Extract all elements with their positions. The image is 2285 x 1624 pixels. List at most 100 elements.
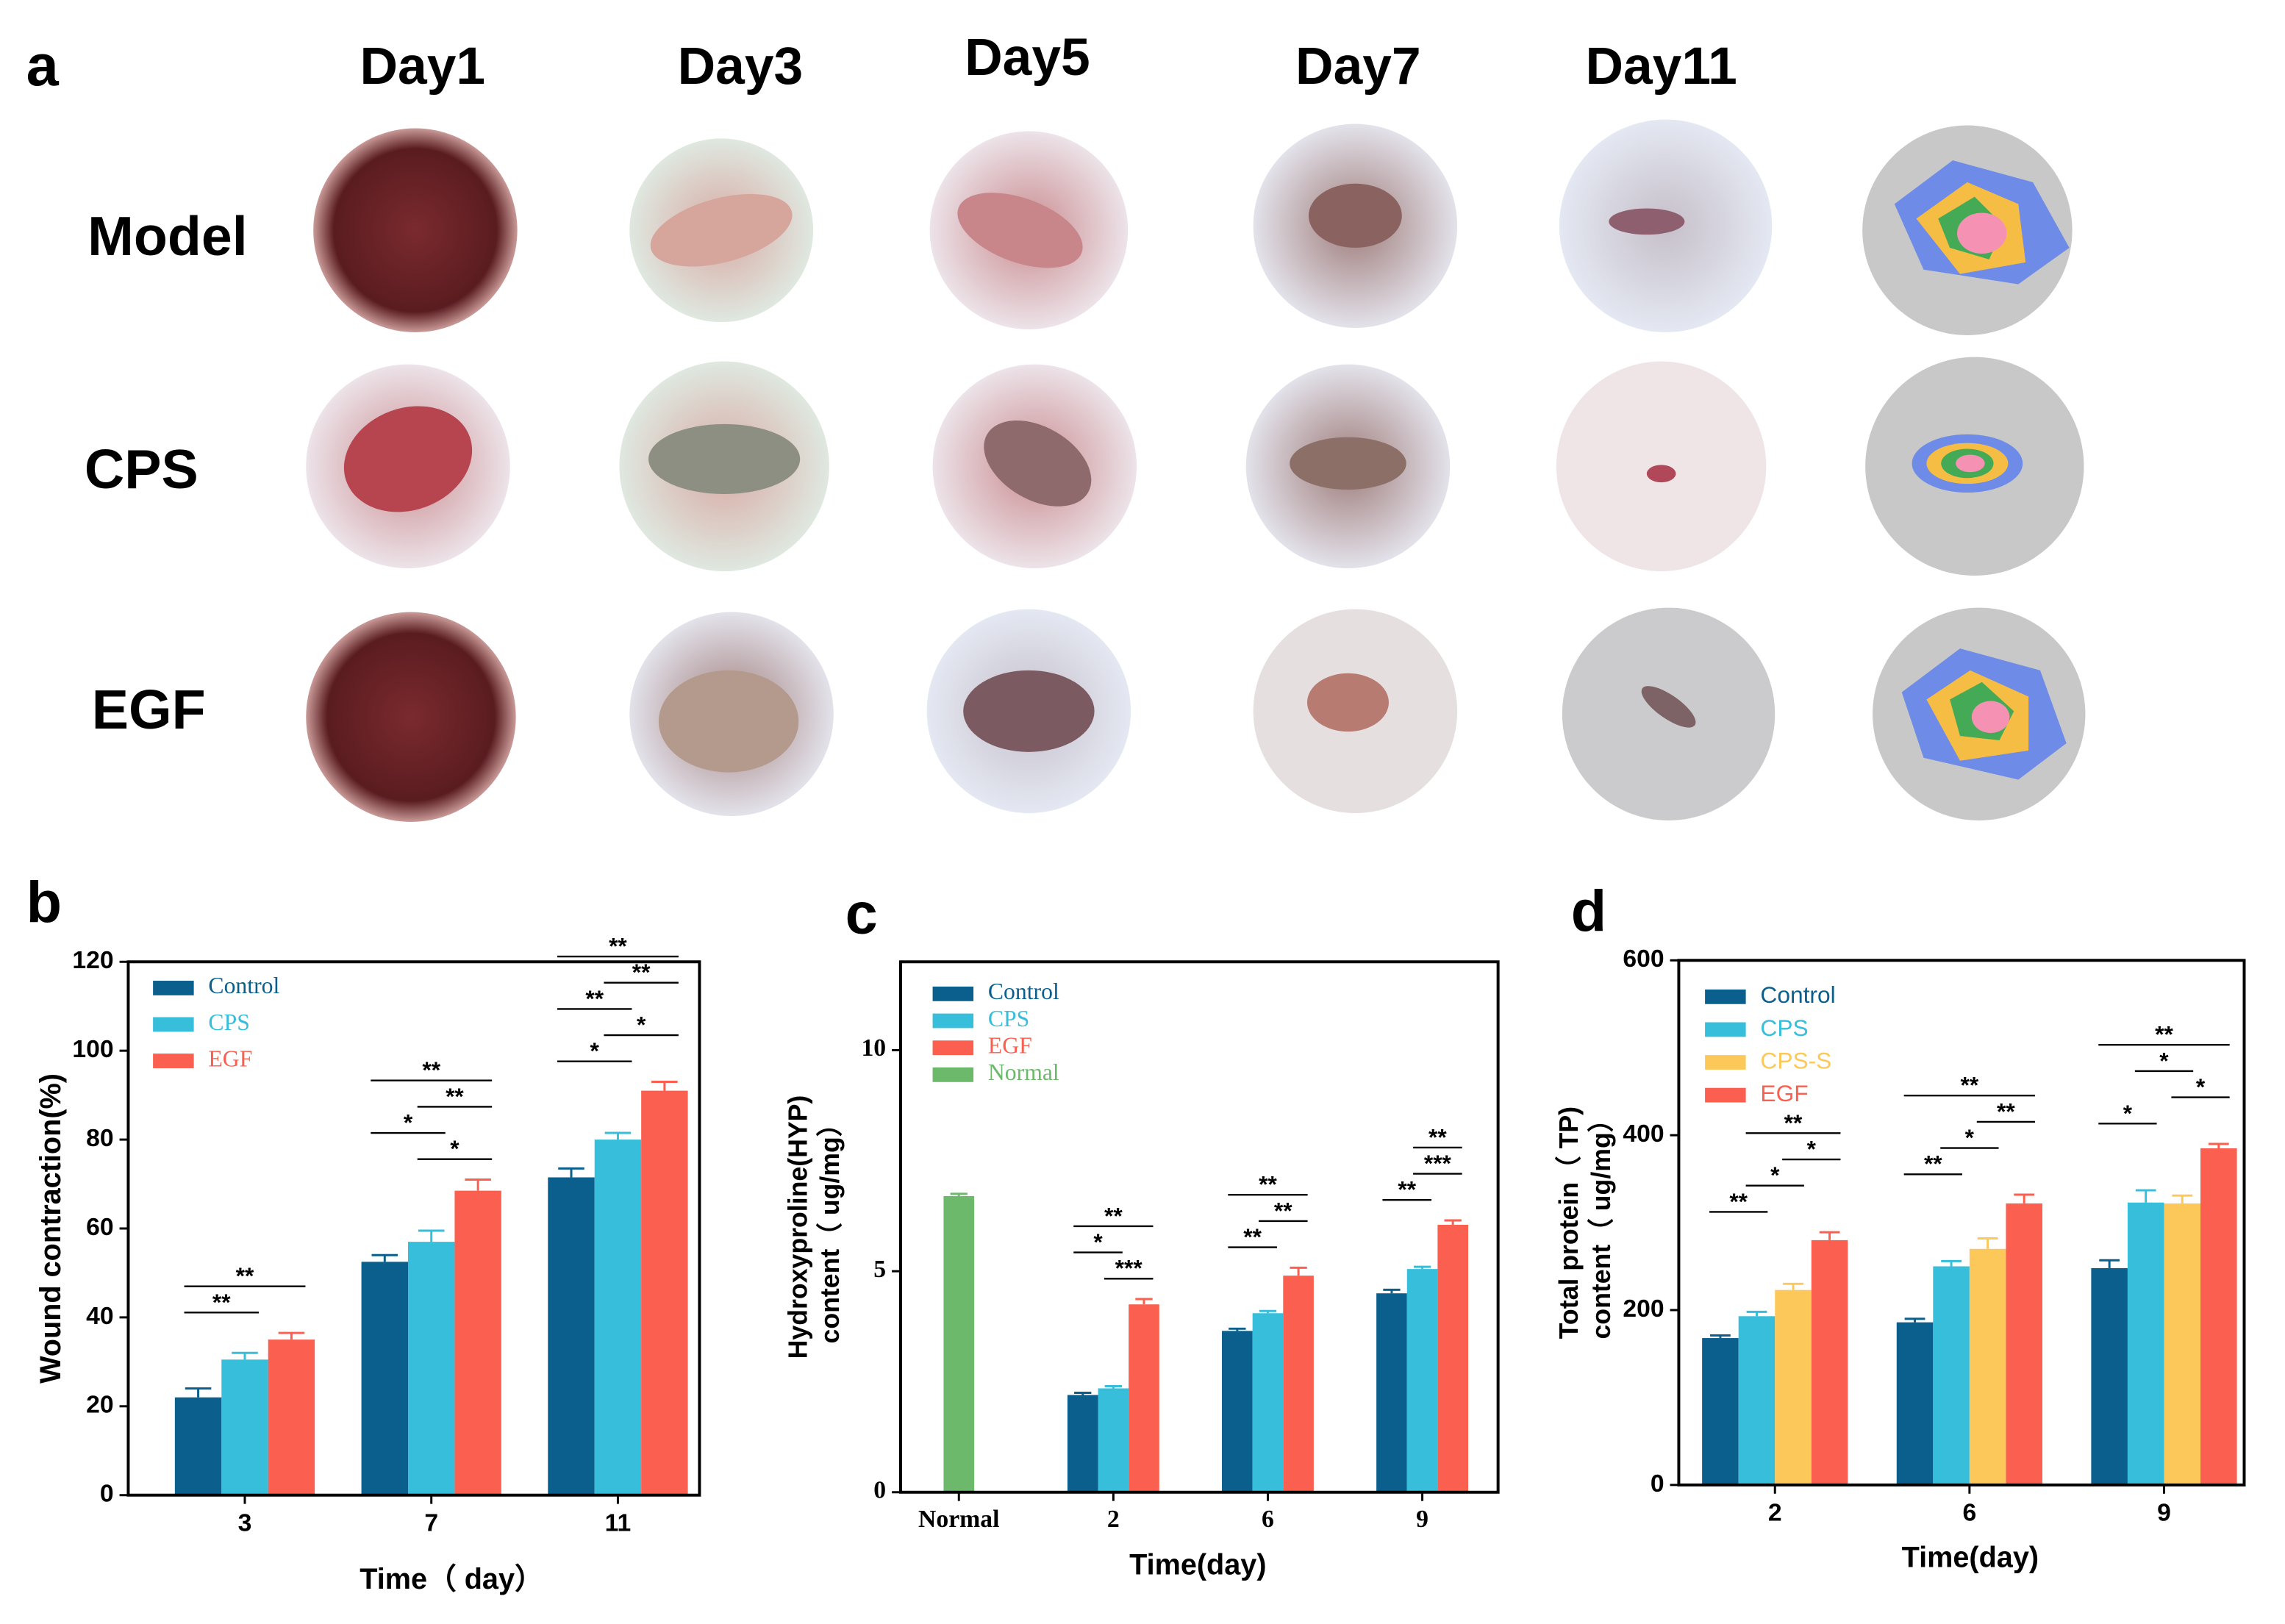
x-tick-label: 9 (2157, 1499, 2171, 1526)
bar (1933, 1266, 1970, 1485)
bar (221, 1359, 268, 1495)
column-header: Day1 (360, 37, 486, 96)
plot-frame (126, 960, 701, 1497)
significance-label: * (590, 1037, 600, 1064)
significance-label: * (450, 1135, 459, 1162)
bar (1896, 1322, 1934, 1485)
significance-label: ** (585, 985, 604, 1012)
significance-label: ** (1729, 1188, 1748, 1215)
error-bar (1074, 1391, 1092, 1395)
wound (1646, 465, 1676, 483)
wound (650, 193, 793, 267)
heatmap-zone (1956, 454, 1985, 473)
column-header: Day7 (1295, 37, 1421, 96)
significance-label: ** (1924, 1151, 1942, 1177)
error-bar (558, 1167, 584, 1178)
significance-label: *** (1115, 1255, 1143, 1281)
significance-label: ** (1259, 1171, 1277, 1198)
bar (454, 1190, 501, 1495)
y-tick-label: 200 (1623, 1295, 1664, 1323)
panel-a: a Day1 Day3 Day5 Day7 Day11 Model CPS EG… (26, 28, 2086, 822)
significance-label: * (2159, 1047, 2169, 1073)
y-axis-label: Hydroxyproline(HYP) (784, 1095, 813, 1359)
error-bar (232, 1351, 258, 1360)
error-bar (1746, 1310, 1767, 1317)
significance-label: * (1770, 1162, 1780, 1188)
legend-swatch (1705, 1022, 1746, 1037)
error-bar (950, 1192, 968, 1196)
legend-label: Control (988, 979, 1059, 1004)
y-axis-label: content（ ug/mg） (1587, 1106, 1616, 1339)
y-tick-label: 0 (100, 1481, 114, 1508)
row-label: EGF (92, 679, 206, 740)
error-bar (1383, 1288, 1401, 1294)
significance-label: ** (1784, 1109, 1803, 1136)
panel-letter: a (26, 32, 60, 98)
y-axis-label: content（ ug/mg） (815, 1111, 845, 1344)
legend-swatch (1705, 1055, 1746, 1070)
wound (1290, 437, 1406, 490)
significance-label: * (637, 1012, 646, 1038)
error-bar (1135, 1298, 1153, 1305)
legend-swatch (153, 1054, 194, 1068)
bar-chart: b 0 20 40 60 80 100 120 Wound contraction(%) Time… (26, 869, 701, 1595)
legend-swatch (1705, 989, 1746, 1004)
wound (984, 420, 1092, 507)
error-bar (1259, 1309, 1277, 1314)
y-tick-label: 40 (86, 1303, 113, 1330)
bar (1376, 1293, 1407, 1492)
row-label: CPS (85, 438, 199, 500)
x-axis-label: Time(day) (1129, 1548, 1266, 1581)
y-axis-label: Total protein（ TP) (1554, 1106, 1584, 1339)
x-tick-label: 6 (1262, 1506, 1274, 1533)
significance-label: ** (1997, 1098, 2015, 1124)
bar (1702, 1338, 1739, 1485)
legend-swatch (932, 1040, 974, 1056)
heatmap-zone (1957, 212, 2007, 254)
significance-label: ** (1961, 1072, 1979, 1098)
y-tick-label: 100 (72, 1036, 113, 1063)
legend-label: CPS-S (1760, 1047, 1831, 1073)
error-bar (2014, 1193, 2035, 1203)
plot-frame (898, 960, 1500, 1494)
significance-label: * (1093, 1228, 1103, 1255)
wound (343, 406, 473, 512)
significance-label: ** (1428, 1123, 1447, 1150)
legend-label: CPS (1760, 1015, 1808, 1041)
y-axis-label: Wound contraction(%) (35, 1073, 67, 1384)
y-tick-label: 120 (72, 947, 113, 974)
legend-swatch (153, 1017, 194, 1032)
bar (548, 1177, 595, 1495)
significance-label: ** (1243, 1223, 1262, 1250)
significance-label: * (2196, 1073, 2206, 1100)
legend-label: Control (208, 973, 279, 998)
significance-label: ** (422, 1056, 440, 1083)
wound-photo (313, 128, 518, 332)
bar (1129, 1304, 1159, 1492)
y-tick-label: 0 (1651, 1470, 1664, 1498)
legend-swatch (153, 981, 194, 995)
error-bar (1783, 1282, 1803, 1290)
legend-label: CPS (208, 1009, 249, 1035)
bar (1775, 1289, 1812, 1485)
bar (2164, 1203, 2201, 1485)
error-bar (1977, 1237, 1998, 1249)
error-bar (1413, 1265, 1431, 1270)
wound (1306, 673, 1389, 732)
x-axis-label: Time（ day） (360, 1563, 543, 1595)
error-bar (371, 1253, 398, 1262)
y-tick-label: 80 (86, 1125, 113, 1152)
error-bar (651, 1081, 678, 1091)
error-bar (1290, 1266, 1307, 1276)
error-bar (2099, 1259, 2120, 1268)
wound (1308, 183, 1402, 248)
panel-letter: c (845, 881, 878, 946)
bar (361, 1262, 408, 1495)
legend-label: Control (1760, 981, 1835, 1008)
error-bar (1710, 1334, 1731, 1339)
bar-chart: c 0 5 10 Hydroxyproline(HYP) content（ ug/mg） T… (784, 881, 1500, 1581)
bar (1738, 1316, 1776, 1485)
legend-swatch (932, 986, 974, 1001)
legend-label: EGF (1760, 1080, 1808, 1106)
